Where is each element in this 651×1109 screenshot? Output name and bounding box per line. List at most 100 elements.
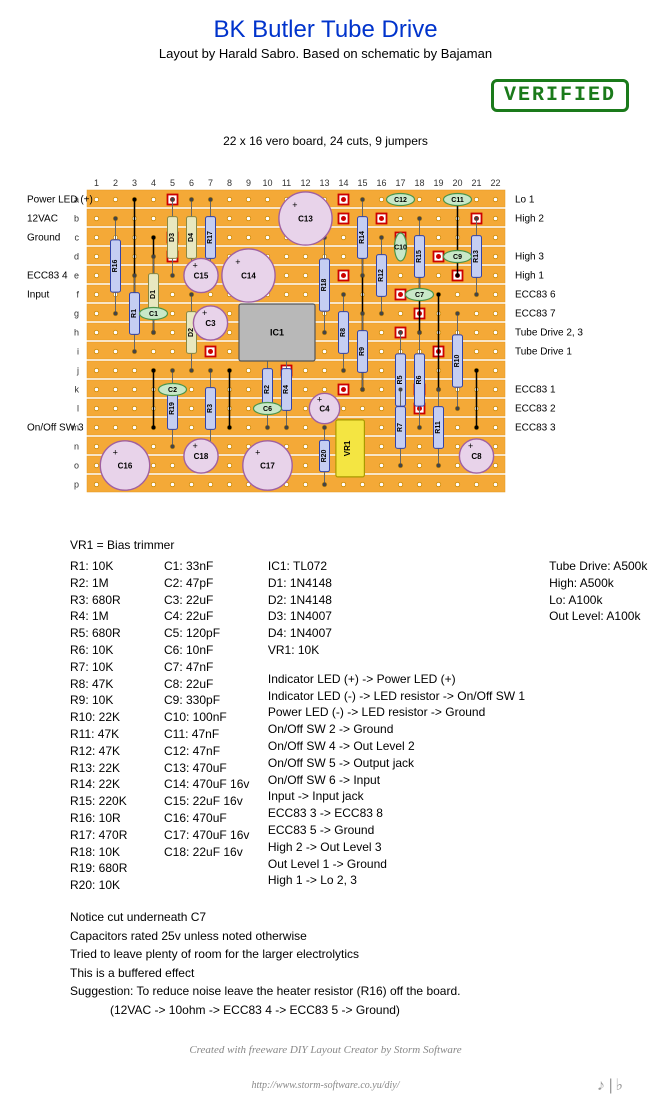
svg-text:1: 1 (93, 178, 98, 188)
parts-entry: On/Off SW 6 -> Input (268, 772, 525, 789)
svg-text:C8: C8 (471, 452, 482, 461)
svg-text:12: 12 (300, 178, 310, 188)
parts-entry: High 1 -> Lo 2, 3 (268, 872, 525, 889)
parts-entry: C17: 470uF 16v (164, 827, 244, 844)
svg-text:R8: R8 (340, 328, 347, 337)
capacitors-column: C1: 33nFC2: 47pFC3: 22uFC4: 22uFC5: 120p… (164, 558, 244, 894)
svg-text:D1: D1 (150, 290, 157, 299)
parts-entry: C5: 120pF (164, 625, 244, 642)
svg-text:b: b (73, 214, 78, 224)
parts-entry: C8: 22uF (164, 676, 244, 693)
svg-text:+: + (201, 308, 206, 318)
parts-entry: R14: 22K (70, 776, 140, 793)
svg-text:13: 13 (319, 178, 329, 188)
svg-text:C11: C11 (451, 197, 464, 204)
parts-entry: R2: 1M (70, 575, 140, 592)
svg-text:High 1: High 1 (515, 271, 544, 282)
parts-entry: C16: 470uF (164, 810, 244, 827)
svg-text:20: 20 (452, 178, 462, 188)
parts-entry: Indicator LED (-) -> LED resistor -> On/… (268, 688, 525, 705)
svg-text:R11: R11 (435, 421, 442, 434)
svg-text:Tube Drive 2, 3: Tube Drive 2, 3 (515, 328, 583, 339)
page-subtitle: Layout by Harald Sabro. Based on schemat… (10, 46, 641, 61)
svg-text:21: 21 (471, 178, 481, 188)
svg-text:i: i (77, 347, 79, 357)
svg-text:18: 18 (414, 178, 424, 188)
svg-text:R2: R2 (264, 385, 271, 394)
svg-text:R20: R20 (321, 449, 328, 462)
svg-text:+: + (192, 261, 197, 271)
parts-entry: Lo: A100k (549, 592, 641, 609)
page-title: BK Butler Tube Drive (10, 16, 641, 44)
svg-text:9: 9 (245, 178, 250, 188)
svg-text:R5: R5 (397, 375, 404, 384)
svg-text:Lo 1: Lo 1 (515, 195, 535, 206)
svg-text:R16: R16 (112, 259, 119, 272)
parts-entry: Tube Drive: A500k (549, 558, 641, 575)
svg-text:c: c (74, 233, 79, 243)
svg-text:+: + (255, 448, 260, 458)
parts-entry: C11: 47nF (164, 726, 244, 743)
svg-text:C9: C9 (453, 254, 462, 261)
svg-text:C1: C1 (149, 311, 158, 318)
svg-text:8: 8 (226, 178, 231, 188)
parts-entry: R16: 10R (70, 810, 140, 827)
svg-text:C14: C14 (241, 272, 256, 281)
parts-entry: IC1: TL072 (268, 558, 525, 575)
svg-text:R19: R19 (169, 402, 176, 415)
svg-text:R3: R3 (207, 404, 214, 413)
svg-text:C2: C2 (168, 387, 177, 394)
footer-url: http://www.storm-software.co.yu/diy/ (10, 1080, 641, 1091)
parts-entry: R6: 10K (70, 642, 140, 659)
parts-entry: R8: 47K (70, 676, 140, 693)
svg-text:7: 7 (207, 178, 212, 188)
parts-entry: On/Off SW 4 -> Out Level 2 (268, 738, 525, 755)
svg-text:19: 19 (433, 178, 443, 188)
svg-text:D3: D3 (169, 233, 176, 242)
svg-text:f: f (76, 290, 79, 300)
svg-text:3: 3 (131, 178, 136, 188)
parts-entry: Tried to leave plenty of room for the la… (70, 945, 641, 964)
svg-text:22: 22 (490, 178, 500, 188)
build-notes: Notice cut underneath C7Capacitors rated… (10, 908, 641, 1020)
svg-text:o: o (73, 461, 78, 471)
parts-entry: R1: 10K (70, 558, 140, 575)
parts-entry: C18: 22uF 16v (164, 844, 244, 861)
parts-entry: C12: 47nF (164, 743, 244, 760)
parts-entry: Suggestion: To reduce noise leave the he… (70, 982, 641, 1001)
svg-text:ECC83 4: ECC83 4 (27, 271, 68, 282)
svg-text:Ground: Ground (27, 233, 60, 244)
svg-text:R12: R12 (378, 269, 385, 282)
svg-text:R7: R7 (397, 423, 404, 432)
parts-entry: D4: 1N4007 (268, 625, 525, 642)
parts-entry: C3: 22uF (164, 592, 244, 609)
svg-text:10: 10 (262, 178, 272, 188)
parts-entry: (12VAC -> 10ohm -> ECC83 4 -> ECC83 5 ->… (70, 1001, 641, 1020)
parts-entry: R11: 47K (70, 726, 140, 743)
svg-text:D4: D4 (188, 233, 195, 242)
svg-text:R14: R14 (359, 231, 366, 244)
wiring-column: Indicator LED (+) -> Power LED (+)Indica… (268, 671, 525, 889)
parts-entry: R9: 10K (70, 692, 140, 709)
svg-text:16: 16 (376, 178, 386, 188)
svg-text:C16: C16 (117, 462, 132, 471)
svg-text:k: k (74, 385, 79, 395)
parts-entry: R12: 47K (70, 743, 140, 760)
svg-text:h: h (73, 328, 78, 338)
svg-text:l: l (77, 404, 79, 414)
footer-logo-icon: ♪|♭ (596, 1075, 623, 1095)
svg-text:ECC83 3: ECC83 3 (515, 423, 556, 434)
svg-text:15: 15 (357, 178, 367, 188)
svg-text:R9: R9 (359, 347, 366, 356)
parts-entry: C2: 47pF (164, 575, 244, 592)
svg-text:R4: R4 (283, 385, 290, 394)
semis-column: IC1: TL072D1: 1N4148D2: 1N4148D3: 1N4007… (268, 558, 525, 659)
svg-text:j: j (76, 366, 79, 376)
parts-entry: VR1: 10K (268, 642, 525, 659)
svg-text:+: + (192, 441, 197, 451)
parts-entry: C10: 100nF (164, 709, 244, 726)
parts-entry: R18: 10K (70, 844, 140, 861)
parts-entry: Out Level: A100k (549, 608, 641, 625)
svg-text:Input: Input (27, 290, 49, 301)
vr-note: VR1 = Bias trimmer (70, 538, 641, 552)
